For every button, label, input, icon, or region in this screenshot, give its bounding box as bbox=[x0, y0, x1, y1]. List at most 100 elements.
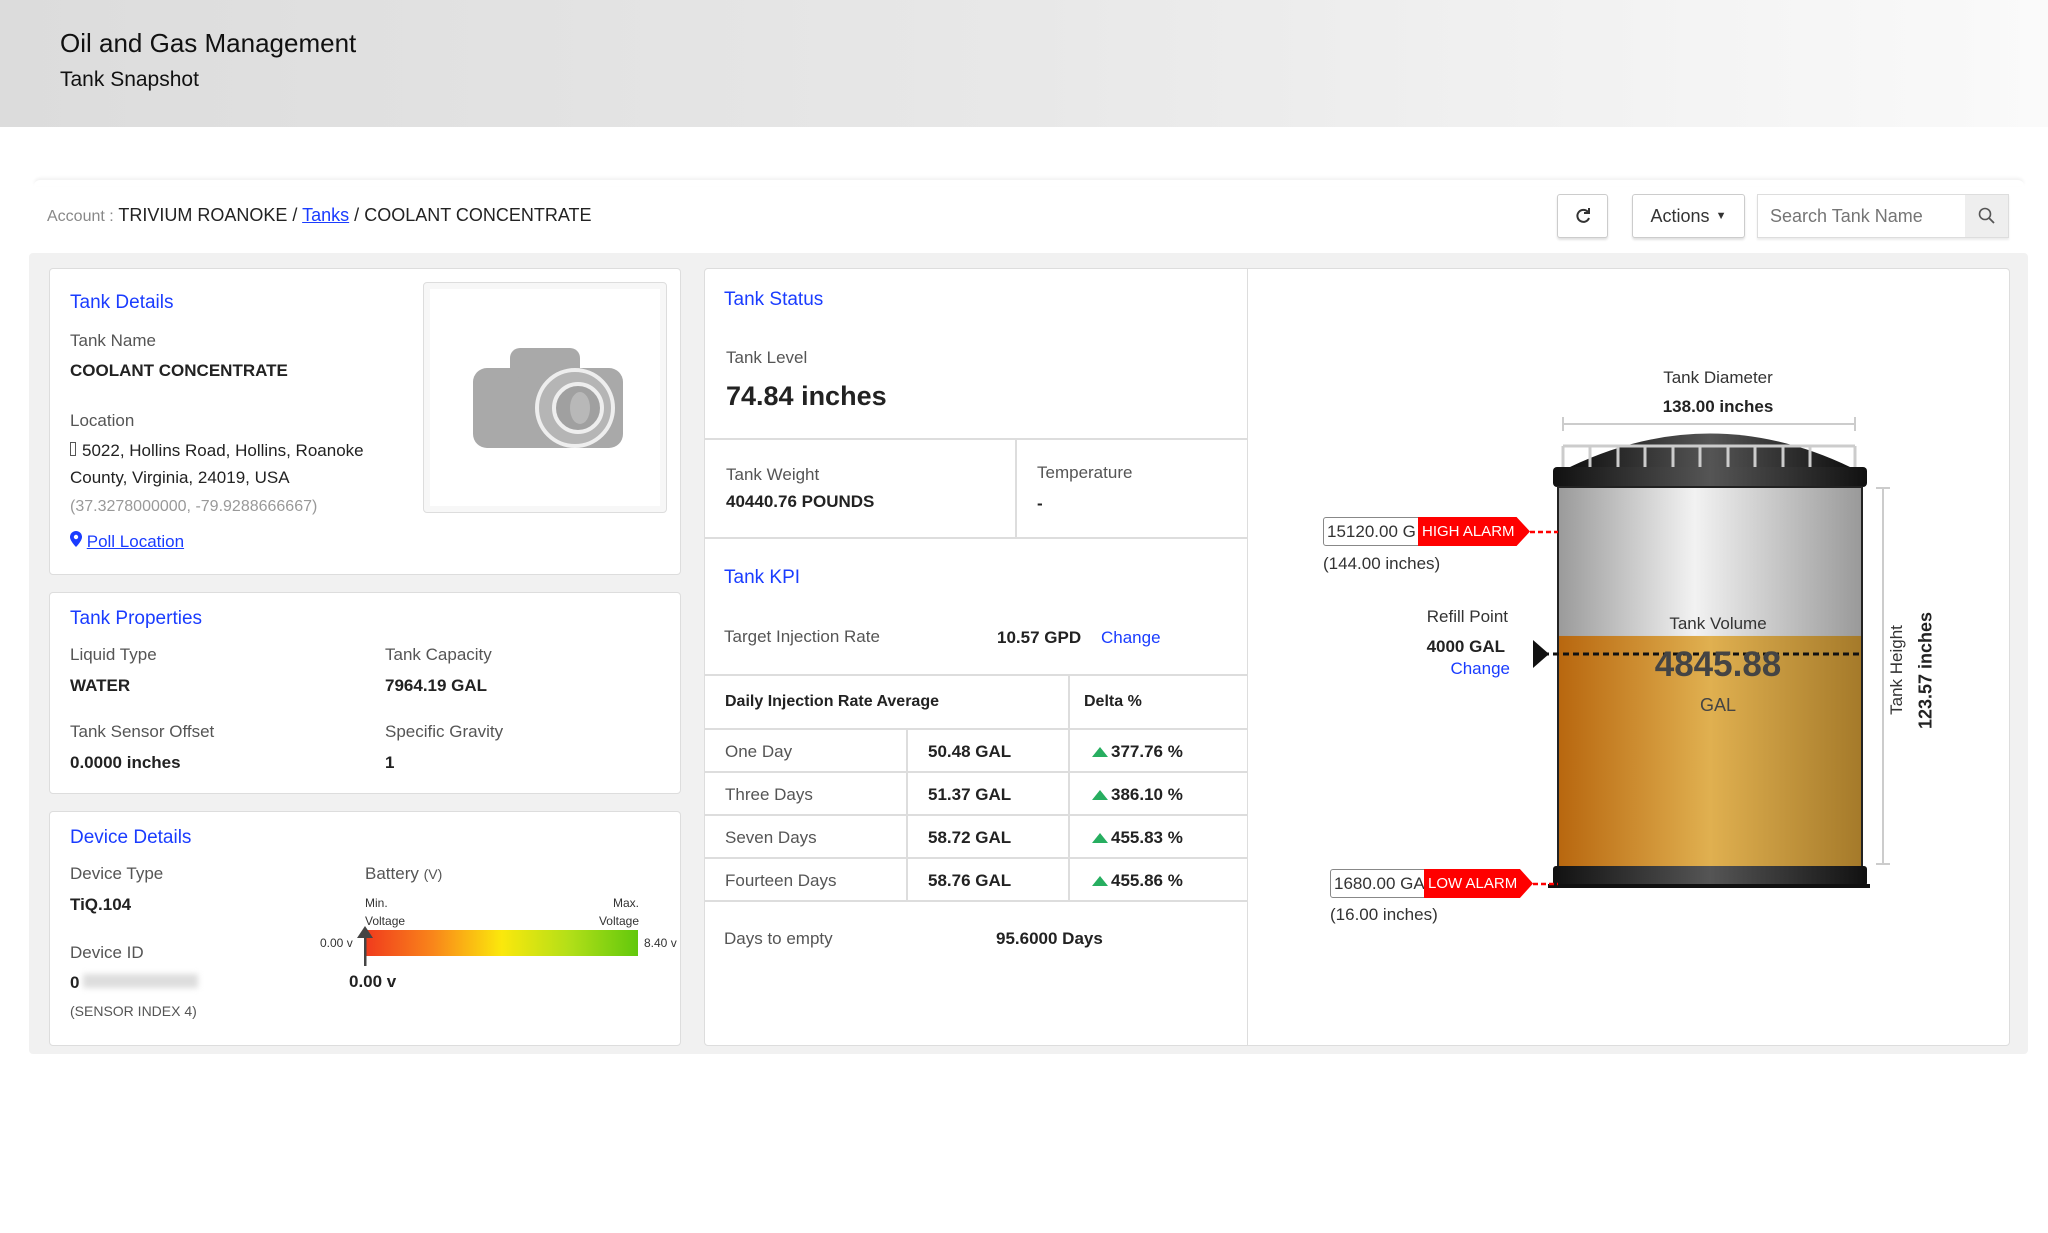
divider bbox=[704, 674, 1247, 676]
low-alarm-badge: LOW ALARM bbox=[1424, 869, 1533, 898]
breadcrumb: Account : TRIVIUM ROANOKE / Tanks / COOL… bbox=[47, 205, 592, 226]
row-value: 50.48 GAL bbox=[928, 742, 1012, 761]
min-label-2: Voltage bbox=[365, 914, 406, 928]
table-row: One Day 50.48 GAL 377.76 % bbox=[704, 730, 1247, 773]
days-to-empty-label: Days to empty bbox=[724, 929, 833, 948]
table-row: Three Days 51.37 GAL 386.10 % bbox=[704, 773, 1247, 816]
row-period: Fourteen Days bbox=[725, 871, 837, 890]
temperature-label: Temperature bbox=[1037, 463, 1133, 482]
tank-bottom-cap bbox=[1553, 866, 1867, 886]
coordinates: (37.3278000000, -79.9288666667) bbox=[70, 498, 318, 515]
page-header: Oil and Gas Management Tank Snapshot bbox=[0, 0, 2048, 127]
high-alarm-inches: (144.00 inches) bbox=[1323, 554, 1441, 573]
tank-properties-title: Tank Properties bbox=[70, 608, 203, 629]
location-label: Location bbox=[70, 411, 135, 430]
capacity-label: Tank Capacity bbox=[385, 645, 492, 664]
specific-gravity-value: 1 bbox=[385, 753, 395, 772]
tank-volume-label: Tank Volume bbox=[1669, 614, 1767, 633]
app-title: Oil and Gas Management bbox=[60, 28, 357, 58]
actions-button[interactable]: Actions ▼ bbox=[1632, 194, 1745, 238]
tank-name-label: Tank Name bbox=[70, 331, 156, 350]
divider bbox=[1247, 268, 1248, 1046]
low-alarm-value[interactable]: 1680.00 GA bbox=[1330, 869, 1425, 898]
row-delta: 455.86 % bbox=[1111, 871, 1183, 890]
change-target-link[interactable]: Change bbox=[1101, 628, 1161, 647]
battery-current-value: 0.00 v bbox=[349, 972, 397, 991]
map-pin-icon bbox=[70, 531, 82, 547]
battery-min-value: 0.00 v bbox=[320, 936, 353, 950]
tank-image-placeholder bbox=[423, 282, 667, 513]
row-period: One Day bbox=[725, 742, 793, 761]
redacted-id bbox=[83, 974, 199, 988]
device-type-label: Device Type bbox=[70, 864, 164, 883]
sensor-index: (SENSOR INDEX 4) bbox=[70, 1003, 197, 1019]
divider bbox=[1068, 816, 1070, 859]
high-alarm-value[interactable]: 15120.00 G bbox=[1323, 517, 1419, 546]
missing-glyph-icon bbox=[70, 442, 76, 456]
tank-name-value: COOLANT CONCENTRATE bbox=[70, 361, 288, 380]
refill-point-value: 4000 GAL bbox=[1426, 637, 1505, 656]
tank-height-label: Tank Height bbox=[1887, 625, 1906, 715]
row-value: 58.76 GAL bbox=[928, 871, 1012, 890]
header-daily-average: Daily Injection Rate Average bbox=[725, 693, 939, 710]
delta-up-icon bbox=[1092, 876, 1108, 886]
tank-properties-card: Tank Properties Liquid Type WATER Tank C… bbox=[49, 592, 681, 794]
diameter-value: 138.00 inches bbox=[1662, 397, 1774, 416]
row-value: 51.37 GAL bbox=[928, 785, 1012, 804]
tanks-link[interactable]: Tanks bbox=[302, 205, 350, 225]
camera-icon bbox=[473, 347, 623, 448]
battery-max-value: 8.40 v bbox=[644, 936, 677, 950]
row-delta: 386.10 % bbox=[1111, 785, 1183, 804]
device-id-value: 0 bbox=[70, 973, 199, 993]
battery-gauge-bar bbox=[365, 930, 638, 956]
device-details-title: Device Details bbox=[70, 827, 192, 848]
tank-level-value: 74.84 inches bbox=[726, 381, 887, 411]
refill-point-label: Refill Point bbox=[1426, 607, 1508, 626]
poll-location-link[interactable]: Poll Location bbox=[70, 531, 184, 552]
caret-down-icon: ▼ bbox=[1715, 210, 1727, 222]
address-line-2: County, Virginia, 24019, USA bbox=[70, 468, 290, 487]
tank-diagram bbox=[1530, 417, 1890, 888]
account-label: Account : bbox=[47, 208, 114, 225]
device-type-value: TiQ.104 bbox=[70, 895, 132, 914]
divider bbox=[906, 773, 908, 816]
liquid-type-label: Liquid Type bbox=[70, 645, 157, 664]
divider bbox=[1068, 730, 1070, 773]
divider bbox=[704, 537, 1247, 539]
refill-pointer-icon bbox=[1533, 640, 1549, 668]
tank-level-label: Tank Level bbox=[726, 348, 808, 367]
height-dimension-line bbox=[1876, 487, 1890, 865]
tank-weight-label: Tank Weight bbox=[726, 465, 820, 484]
address-line-1: 5022, Hollins Road, Hollins, Roanoke bbox=[82, 441, 364, 460]
table-header: Daily Injection Rate Average Delta % bbox=[704, 676, 1247, 730]
row-delta: 455.83 % bbox=[1111, 828, 1183, 847]
diameter-dimension-line bbox=[1562, 417, 1856, 431]
delta-up-icon bbox=[1092, 833, 1108, 843]
row-delta: 377.76 % bbox=[1111, 742, 1183, 761]
sensor-offset-value: 0.0000 inches bbox=[70, 753, 181, 772]
header-delta: Delta % bbox=[1084, 693, 1142, 710]
search-button[interactable] bbox=[1965, 195, 2008, 237]
divider bbox=[906, 816, 908, 859]
divider bbox=[1068, 676, 1070, 730]
tank-height-value: 123.57 inches bbox=[1915, 611, 1936, 730]
table-row: Fourteen Days 58.76 GAL 455.86 % bbox=[704, 859, 1247, 902]
refresh-button[interactable] bbox=[1557, 194, 1608, 238]
diameter-label: Tank Diameter bbox=[1663, 368, 1773, 387]
divider bbox=[1015, 438, 1017, 538]
device-id-prefix: 0 bbox=[70, 973, 80, 992]
high-alarm-badge: HIGH ALARM bbox=[1418, 517, 1530, 546]
breadcrumb-separator: / bbox=[354, 205, 360, 225]
refill-change-link[interactable]: Change bbox=[1450, 659, 1510, 678]
tank-volume-unit: GAL bbox=[1699, 695, 1737, 715]
min-label-1: Min. bbox=[365, 896, 388, 910]
battery-label-text: Battery bbox=[365, 864, 419, 883]
row-value: 58.72 GAL bbox=[928, 828, 1012, 847]
tank-dome bbox=[1570, 433, 1850, 467]
battery-pointer-icon bbox=[357, 926, 373, 966]
max-label-1: Max. bbox=[612, 896, 639, 910]
table-row: Seven Days 58.72 GAL 455.83 % bbox=[704, 816, 1247, 859]
tank-status-title: Tank Status bbox=[724, 289, 824, 310]
table-body: One Day 50.48 GAL 377.76 % Three Days 51.… bbox=[704, 730, 1247, 902]
tank-top-cap bbox=[1553, 467, 1867, 487]
